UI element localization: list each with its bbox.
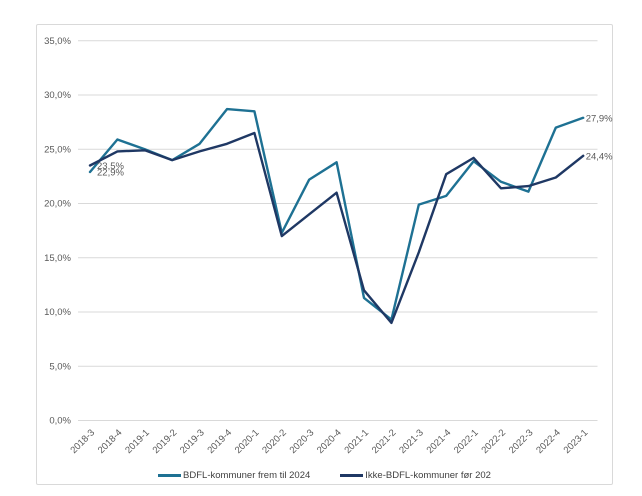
data-point-label: 27,9% xyxy=(586,113,613,124)
x-tick-label: 2022-2 xyxy=(479,427,508,456)
x-tick-label: 2023-1 xyxy=(562,427,591,456)
x-tick-label: 2020-2 xyxy=(260,427,289,456)
y-tick-label: 35,0% xyxy=(44,36,71,47)
series-line xyxy=(88,107,585,321)
y-tick-label: 10,0% xyxy=(44,307,71,318)
x-tick-label: 2020-1 xyxy=(233,427,262,456)
x-tick-label: 2018-4 xyxy=(96,427,125,456)
x-axis-tick-labels: 2018-32018-42019-12019-22019-32019-42020… xyxy=(68,427,590,456)
x-tick-label: 2020-4 xyxy=(315,427,344,456)
legend-item: Ikke-BDFL-kommuner før 202 xyxy=(340,470,491,481)
y-tick-label: 25,0% xyxy=(44,144,71,155)
x-tick-label: 2021-4 xyxy=(425,427,454,456)
x-tick-label: 2021-2 xyxy=(370,427,399,456)
series-lines xyxy=(88,107,585,325)
x-tick-label: 2021-1 xyxy=(342,427,371,456)
x-tick-label: 2018-3 xyxy=(68,427,97,456)
data-point-label: 22,9% xyxy=(97,168,124,179)
x-tick-label: 2022-3 xyxy=(507,427,536,456)
series-line xyxy=(88,131,585,325)
y-tick-label: 20,0% xyxy=(44,199,71,210)
x-tick-label: 2022-4 xyxy=(534,427,563,456)
legend-label: BDFL-kommuner frem til 2024 xyxy=(183,469,311,481)
x-tick-label: 2020-3 xyxy=(288,427,317,456)
y-tick-label: 0,0% xyxy=(49,416,71,427)
x-tick-label: 2021-3 xyxy=(397,427,426,456)
y-tick-label: 5,0% xyxy=(49,361,71,372)
chart-frame xyxy=(36,24,613,485)
x-tick-label: 2019-1 xyxy=(123,427,152,456)
chart-legend: BDFL-kommuner frem til 2024 Ikke-BDFL-kom… xyxy=(36,466,613,484)
legend-line-swatch xyxy=(158,473,182,477)
legend-label: Ikke-BDFL-kommuner før 202 xyxy=(365,469,491,481)
y-axis-tick-labels: 0,0% 5,0% 10,0% 15,0% 20,0% 25,0% 30,0% 35,0% xyxy=(44,36,71,427)
y-tick-label: 15,0% xyxy=(44,253,71,264)
x-tick-label: 2019-2 xyxy=(151,427,180,456)
x-tick-label: 2022-1 xyxy=(452,427,481,456)
gridlines xyxy=(78,40,598,421)
legend-item: BDFL-kommuner frem til 2024 xyxy=(158,470,310,481)
y-tick-label: 30,0% xyxy=(44,90,71,101)
legend-line-swatch xyxy=(340,473,364,477)
data-point-labels: 23,5%22,9% 27,9% 24,4% xyxy=(97,113,613,178)
x-tick-label: 2019-3 xyxy=(178,427,207,456)
data-point-label: 24,4% xyxy=(586,151,613,162)
x-tick-label: 2019-4 xyxy=(205,427,234,456)
data-point-label: 23,5% xyxy=(97,161,124,172)
